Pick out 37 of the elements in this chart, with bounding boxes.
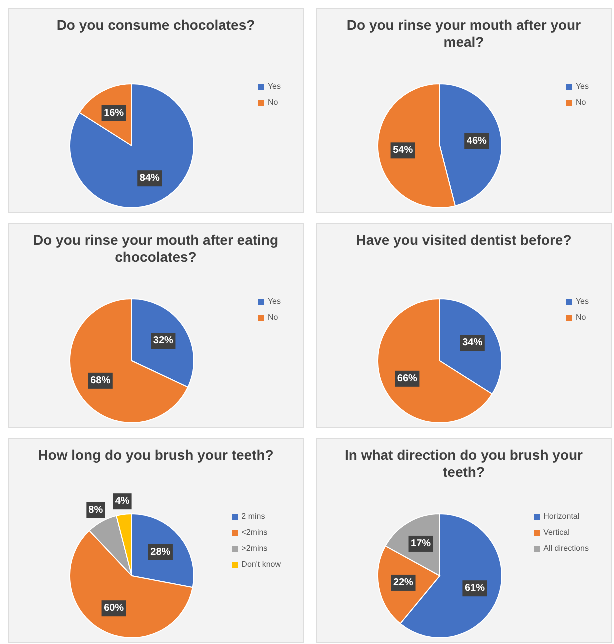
legend-label: Yes [268, 297, 281, 306]
legend-label: Vertical [544, 528, 570, 537]
data-label: 66% [397, 373, 418, 384]
legend-label: No [576, 313, 586, 322]
data-label: 17% [411, 538, 432, 550]
legend-label: Don't know [242, 560, 281, 569]
legend-label: Yes [576, 82, 589, 91]
legend-label: No [268, 98, 278, 107]
data-label: 32% [153, 336, 174, 347]
chart-title: In what direction do you brush your teeth? [344, 447, 584, 481]
chart-title: Have you visited dentist before? [355, 232, 573, 249]
legend-label: <2mins [242, 528, 268, 537]
chart-title: Do you rinse your mouth after your meal? [346, 17, 582, 51]
chart-title: How long do you brush your teeth? [37, 447, 275, 464]
legend-label: Horizontal [544, 512, 580, 521]
data-label: 54% [393, 145, 414, 156]
data-label: 84% [140, 173, 160, 184]
data-label: 16% [104, 108, 124, 119]
legend-label: Yes [268, 82, 281, 91]
legend-label: All directions [544, 544, 589, 553]
legend-label: No [268, 313, 278, 322]
chart-title: Do you consume chocolates? [56, 17, 256, 34]
data-label: 8% [88, 504, 104, 516]
data-label: 68% [90, 375, 111, 386]
data-label: 4% [115, 496, 130, 508]
data-label: 60% [104, 603, 124, 614]
legend-label: No [576, 98, 586, 107]
legend-label: 2 mins [242, 512, 266, 521]
data-label: 28% [150, 546, 171, 558]
legend-label: >2mins [242, 544, 268, 553]
data-label: 34% [462, 338, 483, 349]
legend-label: Yes [576, 297, 589, 306]
data-label: 61% [464, 583, 486, 594]
pie-slice [70, 84, 194, 208]
chart-title: Do you rinse your mouth after eating chocolates? [32, 232, 280, 266]
data-label: 46% [466, 136, 488, 147]
data-label: 22% [393, 577, 414, 588]
